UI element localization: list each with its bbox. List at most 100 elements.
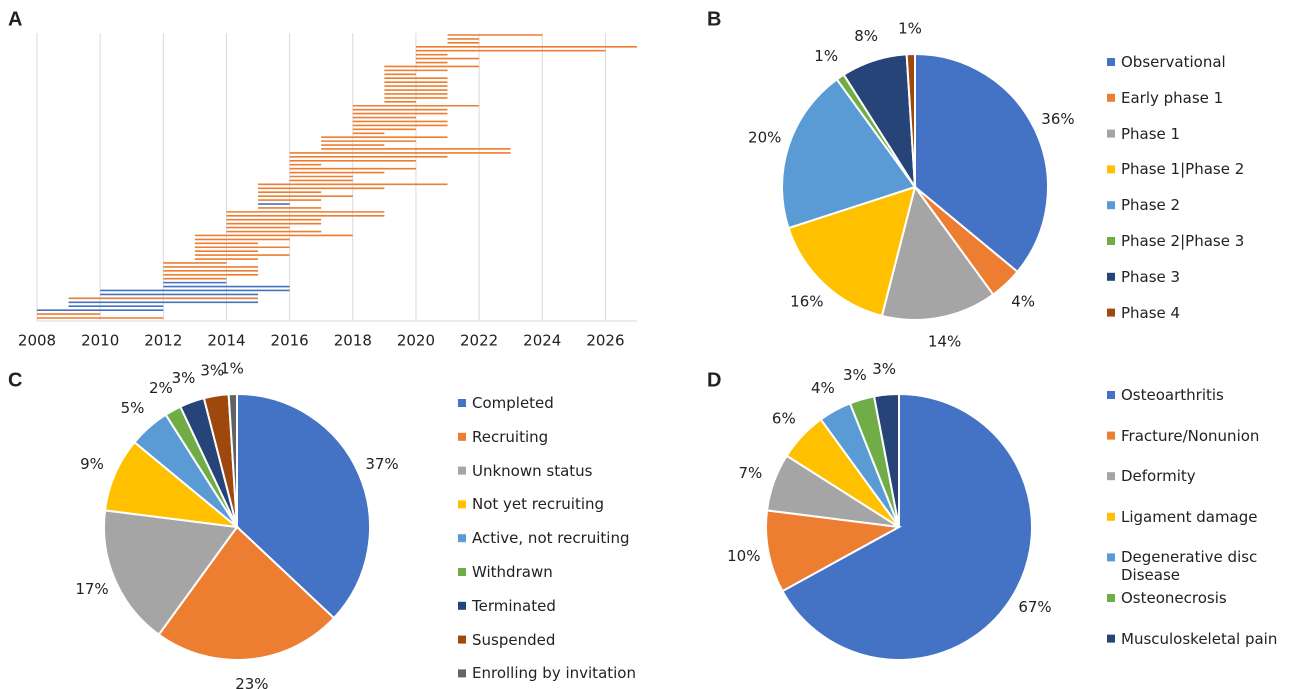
legend-label: Osteoarthritis [1121, 386, 1224, 404]
pie-slice [787, 185, 917, 318]
x-tick-label: 2016 [271, 332, 309, 350]
x-tick-label: 2020 [397, 332, 435, 350]
data-label: 3% [172, 369, 196, 387]
data-label: 1% [814, 47, 838, 65]
legend-label: Ligament damage [1121, 507, 1258, 526]
x-tick-label: 2024 [523, 332, 561, 350]
legend-marker [458, 568, 466, 576]
pie-slice [227, 392, 238, 528]
data-label: 16% [790, 293, 823, 311]
legend-marker [458, 635, 466, 644]
legend-label: Phase 2|Phase 3 [1121, 232, 1245, 250]
legend-label: Phase 1 [1121, 124, 1181, 143]
legend-label: Phase 1|Phase 2 [1121, 160, 1245, 179]
data-label: 1% [898, 20, 922, 38]
data-label: 17% [75, 580, 108, 598]
data-label: 2% [149, 379, 173, 397]
legend-marker [1107, 391, 1115, 399]
data-label: 23% [235, 675, 268, 689]
legend-label: Unknown status [472, 461, 593, 480]
data-label: 4% [1011, 293, 1035, 311]
pie-slice [157, 525, 336, 661]
pie-slice [236, 392, 371, 620]
pie-slice [880, 184, 995, 321]
legend-label: Observational [1121, 53, 1226, 71]
data-label: 6% [772, 409, 796, 427]
legend-label: Fracture/Nonunion [1121, 426, 1260, 445]
pie-slice [905, 52, 916, 188]
legend-label: Phase 4 [1121, 303, 1181, 322]
data-label: 5% [121, 399, 145, 417]
legend-label: Phase 2 [1121, 196, 1181, 215]
legend-marker [1107, 272, 1115, 281]
legend-marker [458, 432, 466, 441]
legend-marker [1107, 472, 1115, 481]
data-label: 36% [1041, 110, 1074, 128]
data-label: 7% [738, 464, 762, 482]
legend-marker [1107, 165, 1115, 174]
panel-label: C [8, 369, 22, 391]
x-tick-label: 2012 [144, 332, 182, 350]
pie-slice [765, 509, 903, 593]
pie-slice [781, 392, 1033, 661]
pie-slice [103, 509, 239, 636]
legend-marker [458, 500, 466, 509]
legend-label: Degenerative disc Disease [1121, 548, 1258, 585]
legend-marker [1107, 201, 1115, 210]
data-label: 20% [748, 129, 781, 147]
pie-slice [914, 52, 1049, 274]
legend-marker [1107, 553, 1115, 562]
legend-label: Osteonecrosis [1121, 589, 1227, 607]
legend-label: Suspended [472, 630, 556, 649]
x-tick-label: 2026 [586, 332, 624, 350]
legend-label: Withdrawn [472, 563, 553, 581]
legend-marker [1107, 308, 1115, 317]
data-label: 3% [200, 361, 224, 379]
legend-marker [1107, 93, 1115, 102]
legend-label: Not yet recruiting [472, 495, 605, 514]
x-tick-label: 2018 [334, 332, 372, 350]
data-label: 3% [843, 366, 867, 384]
legend-marker [458, 601, 466, 610]
data-label: 3% [872, 360, 896, 378]
legend-label: Musculoskeletal pain [1121, 629, 1278, 648]
pie-slice [781, 78, 917, 230]
data-label: 67% [1018, 598, 1051, 616]
legend-marker [1107, 129, 1115, 138]
legend-marker [1107, 594, 1115, 602]
data-label: 9% [80, 455, 104, 473]
data-label: 8% [854, 27, 878, 45]
legend-label: Active, not recruiting [472, 529, 630, 548]
x-tick-label: 2022 [460, 332, 498, 350]
legend-label: Phase 3 [1121, 267, 1181, 286]
x-tick-label: 2014 [207, 332, 245, 350]
data-label: 4% [811, 379, 835, 397]
legend-marker [458, 534, 466, 543]
legend-label: Deformity [1121, 467, 1196, 486]
x-tick-label: 2010 [81, 332, 119, 350]
legend-marker [1107, 634, 1115, 643]
legend-marker [1107, 431, 1115, 440]
legend-marker [458, 466, 466, 475]
legend-label: Completed [472, 394, 554, 412]
legend-marker [458, 399, 466, 407]
data-label: 14% [928, 333, 961, 351]
legend-label: Terminated [472, 596, 556, 615]
panel-label: D [707, 369, 721, 391]
legend-marker [1107, 58, 1115, 66]
panel-label: A [8, 8, 22, 30]
x-tick-label: 2008 [18, 332, 56, 350]
legend-label: Enrolling by invitation [472, 664, 636, 683]
legend-label: Recruiting [472, 427, 549, 446]
legend-marker [458, 669, 466, 678]
panel-label: B [707, 8, 721, 30]
legend-marker [1107, 237, 1115, 245]
data-label: 10% [727, 547, 760, 565]
legend-label: Early phase 1 [1121, 88, 1224, 107]
data-label: 1% [220, 360, 244, 378]
legend-marker [1107, 512, 1115, 521]
data-label: 37% [365, 455, 398, 473]
pie-slice [872, 392, 900, 528]
